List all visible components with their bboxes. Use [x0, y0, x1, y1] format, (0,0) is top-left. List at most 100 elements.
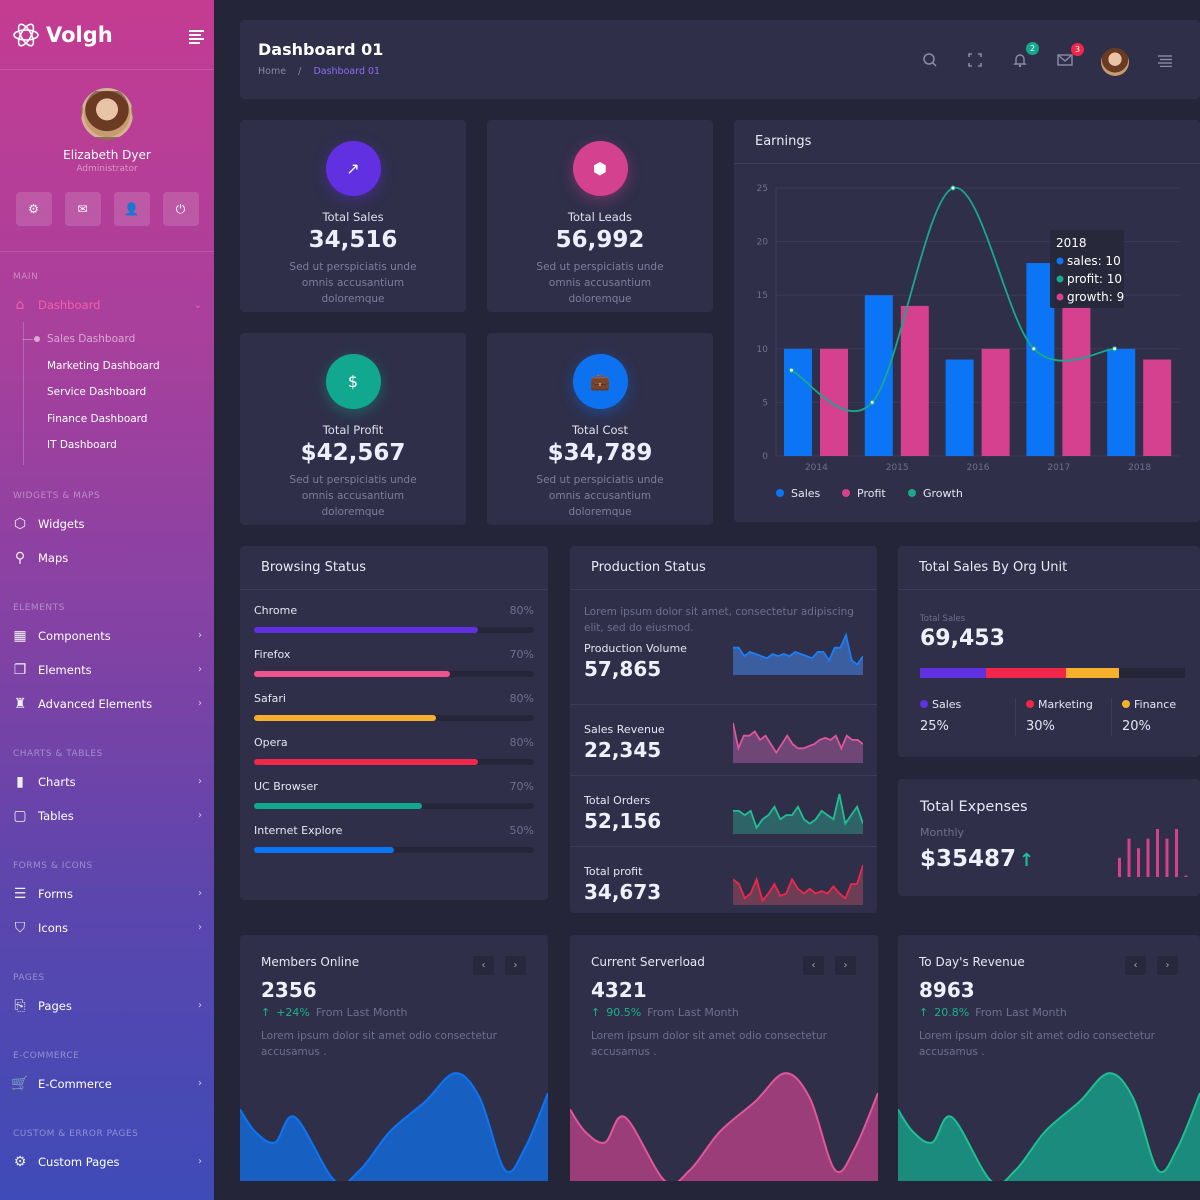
widget-change: ↑ +24% From Last Month [261, 1006, 408, 1019]
nav-section-label: WIDGETS & MAPS [13, 490, 101, 501]
legend-marker [908, 489, 916, 497]
chevron-right-icon: › [198, 1156, 202, 1167]
sparkline [733, 864, 863, 905]
sidebar-item-e-commerce[interactable]: 🛒 E-Commerce › [0, 1067, 214, 1101]
chevron-right-icon: › [198, 664, 202, 675]
sidebar-item-label: Charts [38, 774, 76, 789]
fullscreen-icon[interactable] [966, 52, 984, 72]
sparkline-area [733, 635, 863, 675]
legend-percent: 20% [1122, 719, 1151, 734]
widget-value: 2356 [261, 978, 317, 1002]
stat-label: Total Cost [571, 423, 629, 437]
user-button[interactable]: 👤 [113, 192, 150, 226]
prev-button[interactable]: ‹ [803, 956, 824, 975]
production-label: Production Volume [584, 642, 687, 655]
stat-label: Total Leads [567, 210, 633, 224]
next-button[interactable]: › [505, 956, 526, 975]
progress-track [254, 803, 534, 809]
x-tick-label: 2016 [967, 463, 990, 473]
growth-line [790, 187, 1115, 412]
stat-description: Sed ut perspiciatis unde omnis accusanti… [536, 261, 664, 305]
sidebar-item-dashboard[interactable]: ⌂ Dashboard ⌄ [0, 288, 214, 322]
sidebar-subitem[interactable]: Sales Dashboard [23, 326, 214, 353]
power-button[interactable]: ⏻ [162, 192, 199, 226]
avatar[interactable] [81, 88, 133, 140]
nav-section-label: PAGES [13, 972, 45, 983]
brand[interactable]: Volgh [0, 0, 214, 70]
user-avatar[interactable] [1101, 48, 1129, 76]
legend-marker [776, 489, 784, 497]
breadcrumb-home[interactable]: Home [258, 66, 287, 77]
change-text: From Last Month [647, 1006, 739, 1019]
earnings-chart[interactable]: 0 5 10 15 20 25 2014 2015 2016 2017 2018 Sales Profi… [734, 164, 1200, 522]
notifications-button[interactable]: 2 [1011, 42, 1039, 72]
gear-button[interactable]: ⚙ [15, 192, 52, 226]
widget-change: ↑ 20.8% From Last Month [919, 1006, 1067, 1019]
trending-up-icon: ↗ [346, 159, 360, 178]
sparkline-line [733, 793, 863, 830]
total-expenses-card: Total Expenses Monthly $35487 ↑ [898, 779, 1200, 896]
production-value: 22,345 [584, 738, 662, 762]
sidebar-item-advanced-elements[interactable]: ♜ Advanced Elements › [0, 687, 214, 721]
bar-sales-2014 [784, 348, 812, 456]
sidebar-item-charts[interactable]: ▮ Charts › [0, 765, 214, 799]
change-percent: 20.8% [934, 1006, 970, 1019]
y-tick-label: 5 [762, 398, 768, 408]
browser-stat-item: Internet Explore 50% [240, 824, 548, 853]
sidebar-item-elements[interactable]: ❐ Elements › [0, 653, 214, 687]
prev-button[interactable]: ‹ [473, 956, 494, 975]
sidebar-subitem[interactable]: Finance Dashboard [47, 412, 148, 425]
browser-percent: 50% [509, 824, 534, 837]
next-button[interactable]: › [1157, 956, 1178, 975]
menu-toggle-icon[interactable] [189, 30, 204, 46]
chevron-right-icon: › [198, 776, 202, 787]
tooltip-marker [1056, 275, 1064, 283]
change-percent: 90.5% [606, 1006, 642, 1019]
messages-button[interactable]: 3 [1056, 43, 1084, 71]
segment-marketing [986, 668, 1066, 678]
elements-icon: ❐ [13, 661, 27, 678]
sparkline [733, 793, 863, 834]
logo-icon [13, 23, 39, 46]
sidebar-item-forms[interactable]: ☰ Forms › [0, 877, 214, 911]
expense-bar [1165, 838, 1169, 877]
gear-icon: ⚙ [28, 202, 39, 216]
nav-section-label: CUSTOM & ERROR PAGES [13, 1128, 139, 1139]
sidebar-subitem[interactable]: IT Dashboard [47, 439, 117, 451]
dollar-icon: $ [347, 372, 359, 391]
sidebar-item-icons[interactable]: ⛉ Icons › [0, 911, 214, 945]
progress-track [254, 759, 534, 765]
production-status-card: Production Status Lorem ipsum dolor sit … [570, 546, 877, 913]
browser-stat-item: Chrome 80% [240, 604, 548, 633]
chevron-right-icon: › [198, 922, 202, 933]
sidebar-item-components[interactable]: ▦ Components › [0, 619, 214, 653]
sidebar-item-label: Dashboard [38, 298, 101, 312]
next-button[interactable]: › [835, 956, 856, 975]
production-value: 57,865 [584, 657, 662, 681]
sidebar-item-pages[interactable]: ⎘ Pages › [0, 989, 214, 1023]
sidebar-item-tables[interactable]: ▢ Tables › [0, 799, 214, 833]
chevron-left-icon: ‹ [481, 960, 486, 971]
search-icon[interactable] [921, 52, 939, 72]
sidebar-item-maps[interactable]: ⚲ Maps [0, 541, 214, 575]
mail-icon [1057, 54, 1073, 66]
custom-pages-icon: ⚙ [13, 1153, 27, 1170]
sidebar-item-custom-pages[interactable]: ⚙ Custom Pages › [0, 1145, 214, 1179]
expense-bar [1156, 829, 1159, 877]
browsing-status-card: Browsing Status Chrome 80% Firefox 70% Safar… [240, 546, 548, 900]
legend-marker [842, 489, 850, 497]
sidebar-subitem[interactable]: Marketing Dashboard [47, 359, 160, 372]
expenses-title: Total Expenses [920, 799, 1028, 815]
expense-bar [1137, 848, 1140, 877]
production-row: Total profit 34,673 [570, 847, 877, 918]
prev-button[interactable]: ‹ [1125, 956, 1146, 975]
sidebar-subitem[interactable]: Service Dashboard [47, 386, 147, 398]
legend-name: Sales [932, 698, 962, 711]
progress-fill [254, 847, 394, 853]
mail-button[interactable]: ✉ [64, 192, 101, 226]
components-icon: ▦ [13, 627, 27, 644]
maps-icon: ⚲ [14, 549, 26, 566]
sidebar-item-widgets[interactable]: ⬡ Widgets [0, 507, 214, 541]
page-header: Dashboard 01 Home / Dashboard 01 2 3 [240, 20, 1200, 99]
menu-icon[interactable] [1156, 53, 1174, 71]
